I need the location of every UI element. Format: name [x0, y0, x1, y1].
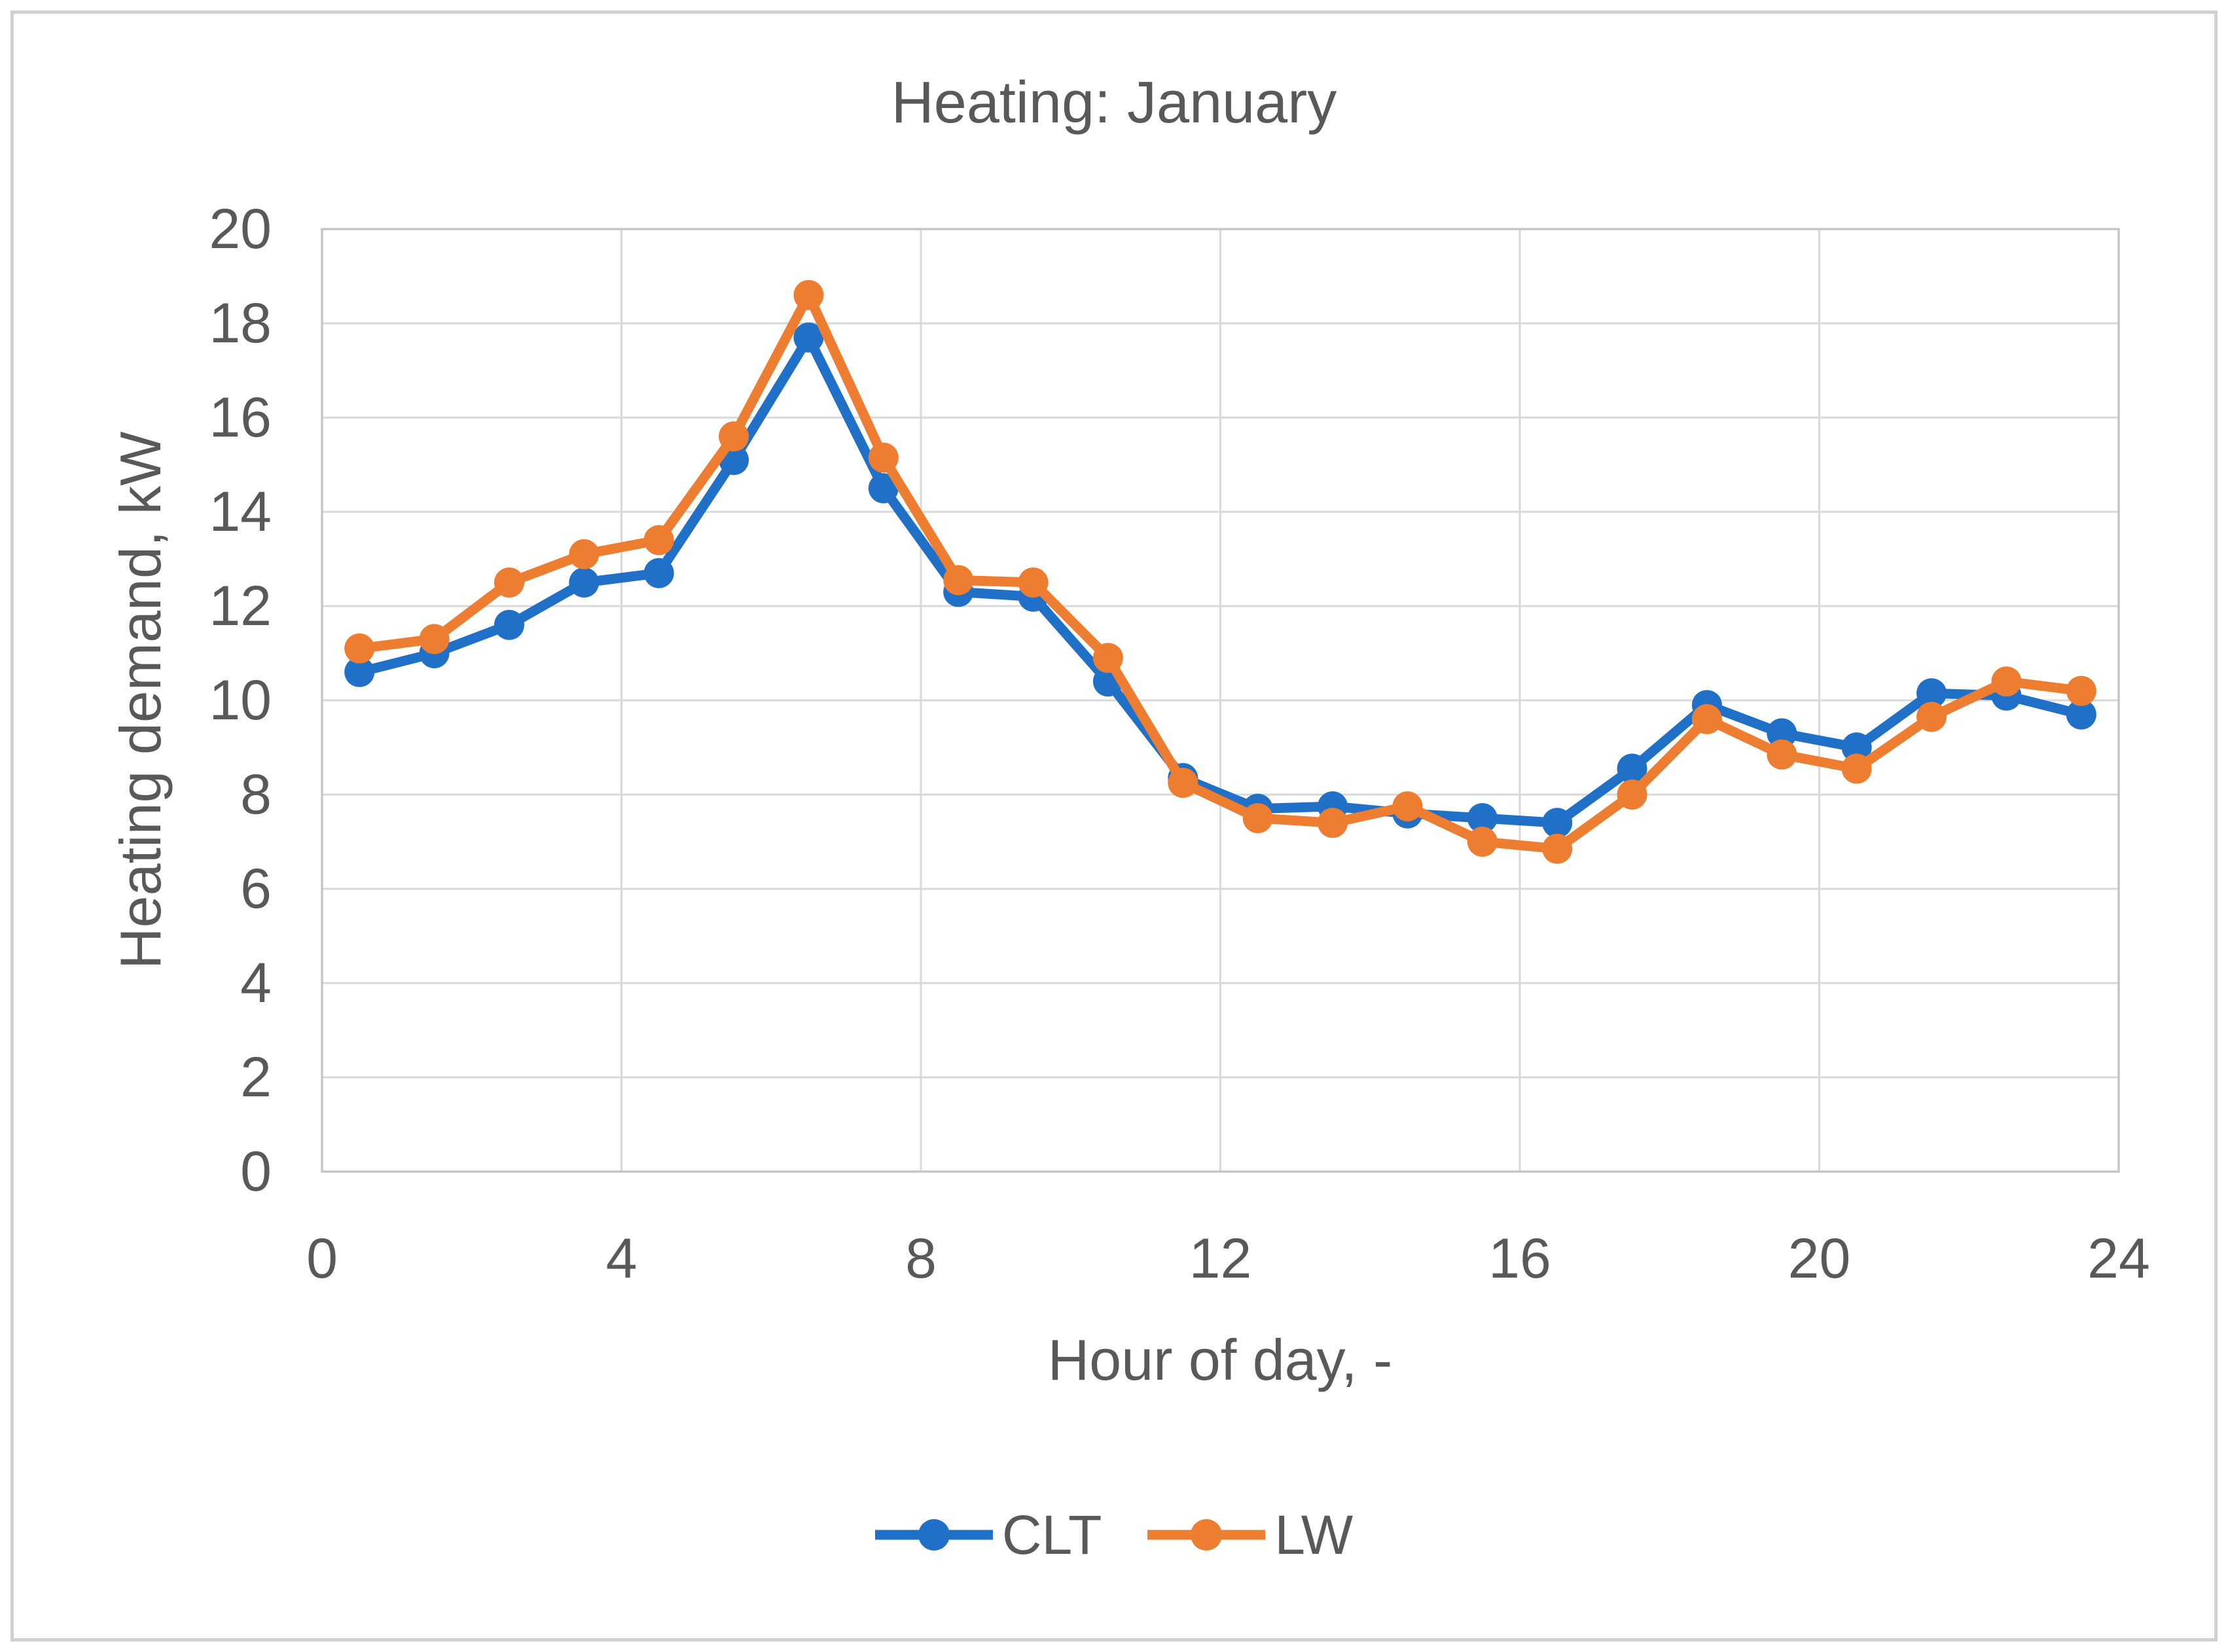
data-point-lw	[1392, 791, 1423, 821]
chart-title: Heating: January	[891, 70, 1337, 135]
gridlines	[321, 228, 2120, 1173]
y-tick-label: 12	[209, 575, 272, 637]
data-point-clt	[1841, 732, 1872, 763]
y-tick-label: 0	[240, 1140, 272, 1203]
legend-label-lw: LW	[1274, 1504, 1354, 1566]
legend: CLT LW	[0, 1499, 2228, 1571]
x-tick-label: 8	[905, 1227, 937, 1290]
x-axis-title: Hour of day, -	[1047, 1327, 1393, 1392]
data-point-clt	[1542, 808, 1573, 838]
data-point-lw	[1841, 753, 1872, 784]
data-point-clt	[643, 558, 674, 588]
data-point-lw	[1092, 643, 1123, 673]
data-point-clt	[1767, 718, 1797, 749]
x-tick-labels: 0 4 8 12 16 20 24	[306, 1227, 2150, 1290]
y-tick-label: 16	[209, 386, 272, 449]
legend-dot-clt	[918, 1519, 950, 1551]
data-point-lw	[943, 565, 974, 596]
data-point-lw	[868, 442, 899, 473]
data-point-lw	[494, 567, 524, 598]
y-tick-label: 8	[240, 763, 272, 826]
y-tick-label: 20	[209, 198, 272, 260]
series-lw	[344, 279, 2096, 864]
y-tick-label: 6	[240, 857, 272, 920]
x-tick-label: 12	[1189, 1227, 1252, 1290]
data-point-lw	[1991, 666, 2022, 697]
x-tick-label: 20	[1788, 1227, 1851, 1290]
data-point-lw	[1767, 739, 1797, 770]
data-point-lw	[2066, 675, 2096, 706]
y-tick-label: 14	[209, 480, 272, 543]
data-point-lw	[1916, 702, 1947, 732]
x-tick-label: 0	[306, 1227, 338, 1290]
y-tick-label: 10	[209, 669, 272, 732]
data-point-clt	[569, 567, 600, 598]
data-point-lw	[1168, 768, 1198, 798]
data-point-clt	[344, 656, 375, 687]
legend-dot-lw	[1191, 1519, 1223, 1551]
data-point-lw	[1242, 803, 1273, 833]
data-point-lw	[1542, 833, 1573, 864]
legend-label-clt: CLT	[1001, 1504, 1102, 1566]
y-axis-title: Heating demand, kW	[108, 431, 173, 969]
data-point-lw	[344, 633, 375, 664]
data-point-clt	[793, 322, 824, 353]
data-point-clt	[868, 473, 899, 503]
data-point-lw	[643, 525, 674, 556]
data-point-clt	[1617, 753, 1647, 784]
x-tick-label: 24	[2087, 1227, 2150, 1290]
data-point-lw	[1467, 827, 1498, 857]
data-point-clt	[1916, 678, 1947, 709]
y-tick-label: 4	[240, 952, 272, 1015]
data-point-lw	[1318, 808, 1348, 838]
x-tick-label: 16	[1488, 1227, 1551, 1290]
data-point-clt	[1467, 803, 1498, 833]
data-point-lw	[419, 624, 450, 655]
data-point-lw	[719, 421, 749, 452]
y-tick-labels: 0 2 4 6 8 10 12 14 16 18 20	[209, 198, 272, 1203]
data-point-lw	[793, 279, 824, 310]
legend-item-lw: LW	[1147, 1507, 1353, 1562]
data-point-lw	[1018, 567, 1049, 598]
y-tick-label: 18	[209, 292, 272, 355]
legend-marker-clt-icon	[874, 1519, 993, 1551]
data-point-lw	[1617, 780, 1647, 810]
data-point-clt	[2066, 699, 2096, 730]
legend-item-clt: CLT	[874, 1504, 1102, 1566]
plot-border	[321, 228, 2120, 1173]
y-tick-label: 2	[240, 1046, 272, 1109]
x-tick-label: 4	[606, 1227, 638, 1290]
data-point-lw	[1691, 704, 1722, 734]
data-point-clt	[494, 609, 524, 640]
legend-marker-lw-icon	[1147, 1519, 1266, 1551]
data-point-lw	[569, 539, 600, 569]
